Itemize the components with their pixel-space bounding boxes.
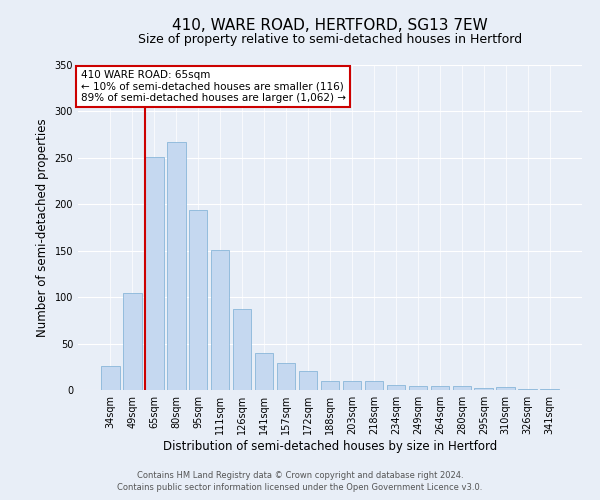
Bar — [365, 380, 383, 390]
Bar — [211, 250, 229, 390]
Bar — [431, 386, 449, 390]
Bar — [189, 210, 208, 390]
Text: Size of property relative to semi-detached houses in Hertford: Size of property relative to semi-detach… — [138, 32, 522, 46]
Bar — [167, 142, 185, 390]
Bar — [320, 380, 340, 390]
Y-axis label: Number of semi-detached properties: Number of semi-detached properties — [36, 118, 49, 337]
Bar — [386, 386, 405, 390]
Text: 410, WARE ROAD, HERTFORD, SG13 7EW: 410, WARE ROAD, HERTFORD, SG13 7EW — [172, 18, 488, 32]
Bar — [277, 363, 295, 390]
Bar — [541, 389, 559, 390]
Bar — [343, 380, 361, 390]
Bar — [452, 386, 471, 390]
Bar — [496, 387, 515, 390]
Bar — [475, 388, 493, 390]
X-axis label: Distribution of semi-detached houses by size in Hertford: Distribution of semi-detached houses by … — [163, 440, 497, 453]
Text: 410 WARE ROAD: 65sqm
← 10% of semi-detached houses are smaller (116)
89% of semi: 410 WARE ROAD: 65sqm ← 10% of semi-detac… — [80, 70, 346, 103]
Bar — [299, 370, 317, 390]
Text: Contains HM Land Registry data © Crown copyright and database right 2024.: Contains HM Land Registry data © Crown c… — [137, 471, 463, 480]
Bar — [518, 389, 537, 390]
Bar — [101, 366, 119, 390]
Bar — [145, 157, 164, 390]
Bar — [409, 386, 427, 390]
Bar — [233, 309, 251, 390]
Text: Contains public sector information licensed under the Open Government Licence v3: Contains public sector information licen… — [118, 484, 482, 492]
Bar — [123, 292, 142, 390]
Bar — [255, 353, 274, 390]
